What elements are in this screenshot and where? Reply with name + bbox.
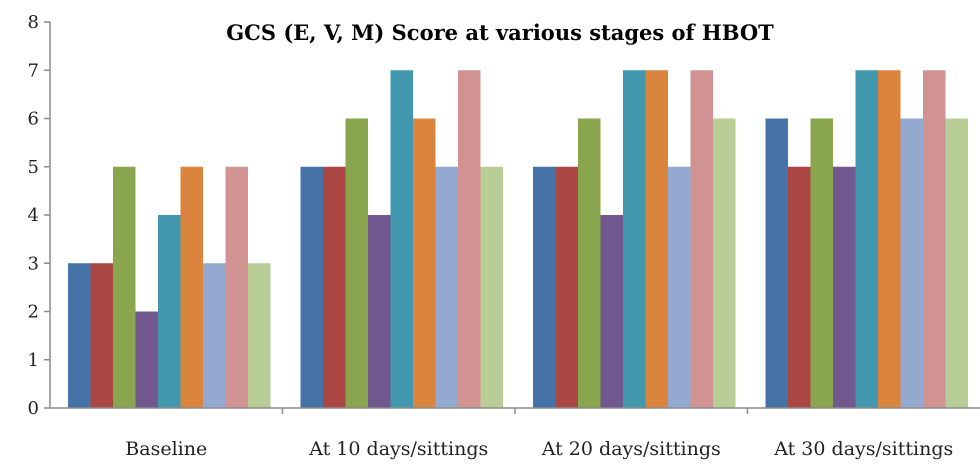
x-category-label: At 10 days/sittings: [308, 438, 488, 460]
bar-2-3: [345, 118, 368, 408]
bar-1-6: [180, 166, 203, 408]
bar-2-1: [300, 166, 323, 408]
bar-3-3: [578, 118, 601, 408]
x-axis-ticks: [281, 408, 749, 414]
bar-2-8: [458, 70, 481, 408]
bar-1-9: [248, 263, 271, 408]
y-axis-ticks: 0 1 2 3 4 5 6 7 8: [28, 12, 50, 419]
x-category-label: At 30 days/sittings: [773, 438, 953, 460]
bar-3-7: [668, 166, 691, 408]
bar-2-6: [413, 118, 436, 408]
bar-1-3: [113, 166, 136, 408]
bar-4-4: [833, 166, 856, 408]
bar-3-6: [645, 70, 668, 408]
bar-4-6: [878, 70, 901, 408]
bar-2-9: [480, 166, 503, 408]
bar-3-4: [600, 215, 623, 408]
bar-3-1: [533, 166, 556, 408]
bar-1-2: [90, 263, 113, 408]
y-tick-label: 7: [28, 60, 39, 81]
y-tick-label: 6: [28, 109, 39, 130]
bar-4-1: [765, 118, 788, 408]
bar-1-1: [68, 263, 91, 408]
y-tick-label: 2: [28, 302, 39, 323]
bar-3-9: [713, 118, 736, 408]
bar-3-8: [690, 70, 713, 408]
y-tick-label: 1: [28, 350, 39, 371]
x-axis-category-labels: Baseline At 10 days/sittings At 20 days/si…: [125, 438, 953, 460]
bar-1-4: [135, 311, 158, 408]
bar-2-2: [323, 166, 346, 408]
bar-4-2: [788, 166, 811, 408]
bar-3-2: [555, 166, 578, 408]
bar-1-5: [158, 215, 181, 408]
bar-series-group: [68, 70, 968, 408]
y-tick-label: 4: [28, 205, 39, 226]
x-category-label: At 20 days/sittings: [541, 438, 721, 460]
y-tick-label: 0: [28, 398, 39, 419]
bar-1-7: [203, 263, 226, 408]
y-tick-label: 8: [28, 12, 39, 33]
bar-3-5: [623, 70, 646, 408]
bar-1-8: [225, 166, 248, 408]
chart-title: GCS (E, V, M) Score at various stages of…: [226, 20, 774, 45]
bar-4-3: [810, 118, 833, 408]
bar-4-7: [900, 118, 923, 408]
x-category-label: Baseline: [125, 438, 207, 460]
bar-2-5: [390, 70, 413, 408]
y-tick-label: 3: [28, 253, 39, 274]
bar-4-9: [945, 118, 968, 408]
bar-4-8: [923, 70, 946, 408]
y-tick-label: 5: [28, 157, 39, 178]
bar-4-5: [855, 70, 878, 408]
bar-2-4: [368, 215, 391, 408]
bar-2-7: [435, 166, 458, 408]
